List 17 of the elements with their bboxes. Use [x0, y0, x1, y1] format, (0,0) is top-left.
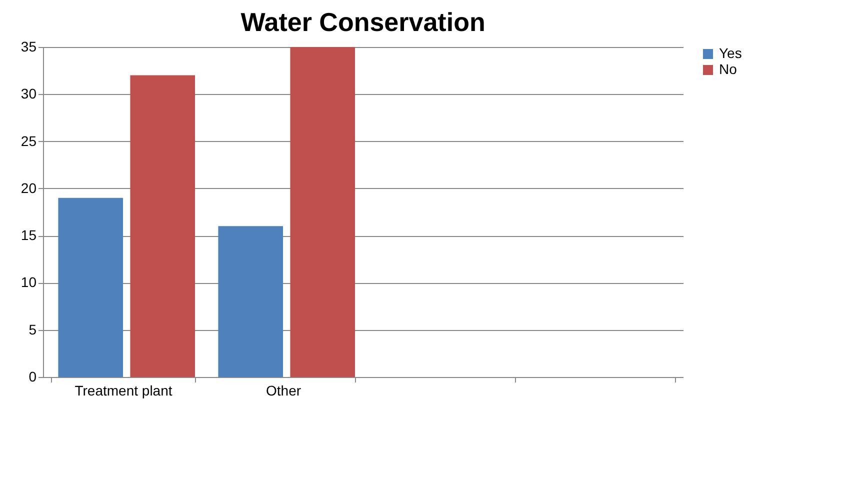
y-tick-label: 25 — [20, 132, 37, 149]
y-tick-label: 15 — [20, 227, 37, 244]
x-tick-label: Other — [266, 382, 302, 398]
chart-title: Water Conservation — [240, 7, 486, 37]
y-tick-label: 0 — [28, 368, 37, 384]
y-tick-label: 20 — [20, 180, 37, 196]
legend-label: No — [719, 61, 738, 77]
x-tick-label: Treatment plant — [74, 382, 172, 398]
bar — [290, 47, 355, 377]
bar — [218, 226, 283, 377]
legend-label: Yes — [719, 45, 742, 61]
y-tick-label: 10 — [20, 274, 37, 290]
y-tick-label: 30 — [20, 86, 37, 102]
y-tick-label: 35 — [20, 38, 37, 54]
bar — [58, 198, 123, 377]
y-tick-label: 5 — [28, 321, 37, 338]
bar — [130, 75, 195, 377]
